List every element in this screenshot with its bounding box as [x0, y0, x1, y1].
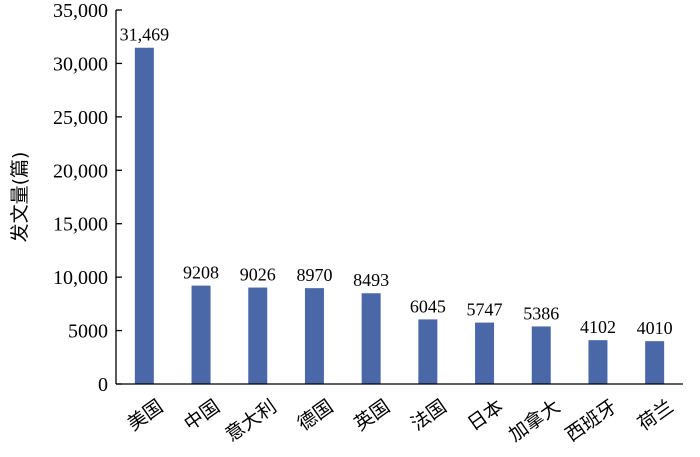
bar	[475, 322, 495, 384]
data-label: 9026	[240, 265, 276, 285]
bar	[588, 340, 608, 384]
x-tick-label: 中国	[180, 396, 224, 436]
data-label: 5386	[523, 303, 559, 323]
y-tick-label: 30,000	[53, 53, 108, 75]
y-axis-ticks: 0 5000 10,000 15,000 20,000 25,000 30,000 35,00…	[53, 0, 122, 396]
data-label: 4010	[637, 318, 673, 338]
x-tick-label: 加拿大	[504, 395, 564, 447]
y-tick-label: 20,000	[53, 160, 108, 182]
bar	[191, 285, 211, 384]
data-label: 8493	[353, 270, 389, 290]
bar	[645, 341, 665, 384]
x-tick-label: 西班牙	[562, 396, 621, 447]
bars	[134, 47, 665, 384]
y-tick-label: 10,000	[53, 267, 108, 289]
y-tick-label: 35,000	[53, 0, 108, 22]
x-tick-label: 德国	[294, 396, 338, 436]
bar	[361, 293, 381, 384]
data-label: 8970	[296, 265, 332, 285]
bar	[304, 288, 324, 384]
data-label: 9208	[183, 263, 219, 283]
data-label: 31,469	[120, 25, 170, 45]
x-tick-label: 法国	[407, 396, 451, 436]
x-tick-label: 美国	[123, 396, 167, 436]
bar	[418, 319, 438, 384]
y-tick-label: 5000	[68, 321, 108, 343]
y-tick-label: 0	[98, 374, 108, 396]
bar	[248, 287, 268, 384]
x-tick-label: 意大利	[221, 396, 280, 447]
data-label: 6045	[410, 296, 446, 316]
bar	[134, 47, 154, 384]
y-tick-label: 25,000	[53, 107, 108, 129]
bar	[531, 326, 551, 384]
y-tick-label: 15,000	[53, 214, 108, 236]
x-tick-label: 日本	[464, 396, 508, 436]
data-label: 4102	[580, 317, 616, 337]
y-axis-title: 发文量(篇)	[9, 152, 31, 243]
data-label: 5747	[467, 300, 503, 320]
data-labels: 31,469 9208 9026 8970 8493 6045 5747 5386 4102 40…	[120, 25, 673, 338]
x-tick-label: 荷兰	[634, 396, 678, 436]
x-tick-label: 英国	[350, 396, 394, 436]
